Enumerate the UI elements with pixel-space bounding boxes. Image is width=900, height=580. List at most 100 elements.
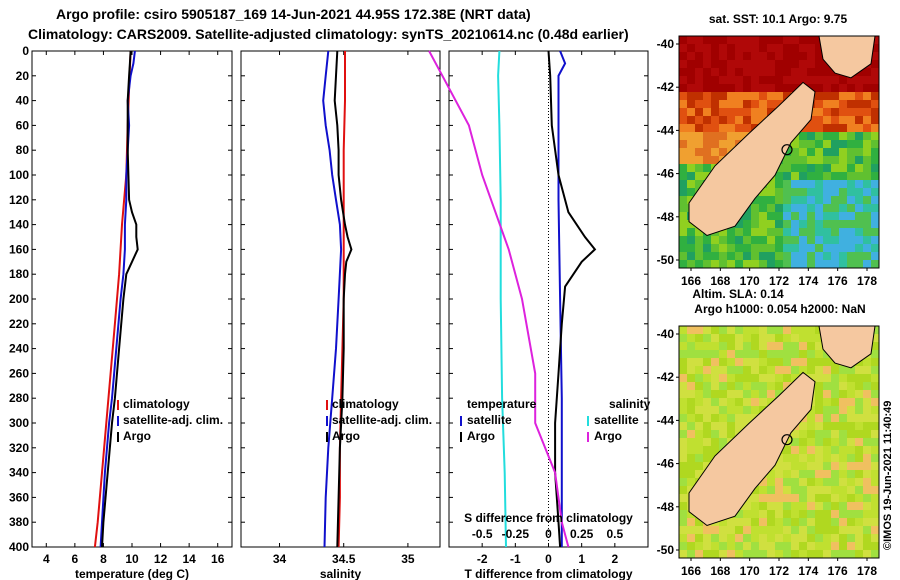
map-cell bbox=[823, 462, 832, 471]
x-tick-label: 14 bbox=[182, 552, 196, 566]
map-cell bbox=[679, 326, 688, 335]
map-cell bbox=[791, 366, 800, 375]
map-cell bbox=[703, 326, 712, 335]
map-cell bbox=[695, 244, 704, 253]
x-tick-label: 4 bbox=[43, 552, 50, 566]
map-cell bbox=[759, 550, 768, 559]
map-cell bbox=[799, 228, 808, 237]
map-cell bbox=[831, 220, 840, 229]
map-cell bbox=[815, 534, 824, 543]
map-cell bbox=[815, 236, 824, 245]
map-cell bbox=[751, 52, 760, 61]
map-cell bbox=[863, 414, 872, 423]
map-cell bbox=[775, 550, 784, 559]
map-cell bbox=[815, 366, 824, 375]
map-cell bbox=[815, 164, 824, 173]
map-cell bbox=[839, 220, 848, 229]
map-cell bbox=[711, 526, 720, 535]
map-cell bbox=[751, 326, 760, 335]
map-cell bbox=[735, 76, 744, 85]
map-cell bbox=[727, 414, 736, 423]
map-cell bbox=[711, 116, 720, 125]
map-cell bbox=[759, 398, 768, 407]
map-cell bbox=[863, 470, 872, 479]
map-cell bbox=[791, 326, 800, 335]
map-cell bbox=[767, 382, 776, 391]
map-cell bbox=[799, 534, 808, 543]
map-cell bbox=[871, 374, 880, 383]
map-cell bbox=[855, 212, 864, 221]
map-cell bbox=[815, 92, 824, 101]
map-cell bbox=[727, 358, 736, 367]
map-cell bbox=[711, 260, 720, 269]
map-cell bbox=[711, 366, 720, 375]
map-cell bbox=[751, 236, 760, 245]
map-cell bbox=[679, 228, 688, 237]
map-cell bbox=[847, 390, 856, 399]
map-cell bbox=[815, 156, 824, 165]
map-cell bbox=[687, 220, 696, 229]
map-cell bbox=[863, 526, 872, 535]
map-cell bbox=[751, 60, 760, 69]
map-cell bbox=[727, 526, 736, 535]
map-cell bbox=[783, 534, 792, 543]
map-cell bbox=[735, 60, 744, 69]
map-cell bbox=[871, 140, 880, 149]
map-cell bbox=[823, 358, 832, 367]
temperature-panel: 0 20 40 60 80 100 120 140 160 180 200 220 240 260 280 3… bbox=[9, 44, 233, 580]
map-cell bbox=[871, 244, 880, 253]
difference-frame bbox=[448, 50, 649, 548]
map-cell bbox=[743, 542, 752, 551]
map-cell bbox=[791, 550, 800, 559]
map-cell bbox=[783, 180, 792, 189]
map-cell bbox=[743, 406, 752, 415]
map-cell bbox=[831, 534, 840, 543]
map-cell bbox=[831, 164, 840, 173]
map-cell bbox=[687, 68, 696, 77]
map-cell bbox=[703, 52, 712, 61]
map-cell bbox=[791, 220, 800, 229]
lon-tick-label: 174 bbox=[798, 564, 818, 578]
map-cell bbox=[847, 550, 856, 559]
map-cell bbox=[687, 36, 696, 45]
map-cell bbox=[727, 382, 736, 391]
map-cell bbox=[743, 92, 752, 101]
map-cell bbox=[863, 220, 872, 229]
map-cell bbox=[679, 430, 688, 439]
map-cell bbox=[855, 518, 864, 527]
map-cell bbox=[679, 550, 688, 559]
map-cell bbox=[871, 44, 880, 53]
map-cell bbox=[791, 164, 800, 173]
map-cell bbox=[847, 156, 856, 165]
map-cell bbox=[695, 326, 704, 335]
map-cell bbox=[719, 414, 728, 423]
map-cell bbox=[815, 406, 824, 415]
map-cell bbox=[871, 454, 880, 463]
map-cell bbox=[855, 100, 864, 109]
map-cell bbox=[823, 148, 832, 157]
map-cell bbox=[687, 108, 696, 117]
map-cell bbox=[743, 236, 752, 245]
map-cell bbox=[695, 334, 704, 343]
map-cell bbox=[783, 36, 792, 45]
profile-panels: 0204060801001201401601802002202402602803… bbox=[9, 44, 651, 580]
map-cell bbox=[703, 140, 712, 149]
map-cell bbox=[855, 92, 864, 101]
map-cell bbox=[727, 228, 736, 237]
map-cell bbox=[735, 228, 744, 237]
map-cell bbox=[711, 108, 720, 117]
map-cell bbox=[847, 124, 856, 133]
map-cell bbox=[727, 68, 736, 77]
map-cell bbox=[679, 342, 688, 351]
map-cell bbox=[759, 60, 768, 69]
map-cell bbox=[743, 228, 752, 237]
map-cell bbox=[687, 76, 696, 85]
map-cell bbox=[743, 36, 752, 45]
map-cell bbox=[823, 510, 832, 519]
map-cell bbox=[719, 550, 728, 559]
map-cell bbox=[791, 462, 800, 471]
map-cell bbox=[719, 36, 728, 45]
x-tick-label: 0 bbox=[545, 552, 552, 566]
map-cell bbox=[695, 534, 704, 543]
map-cell bbox=[815, 382, 824, 391]
